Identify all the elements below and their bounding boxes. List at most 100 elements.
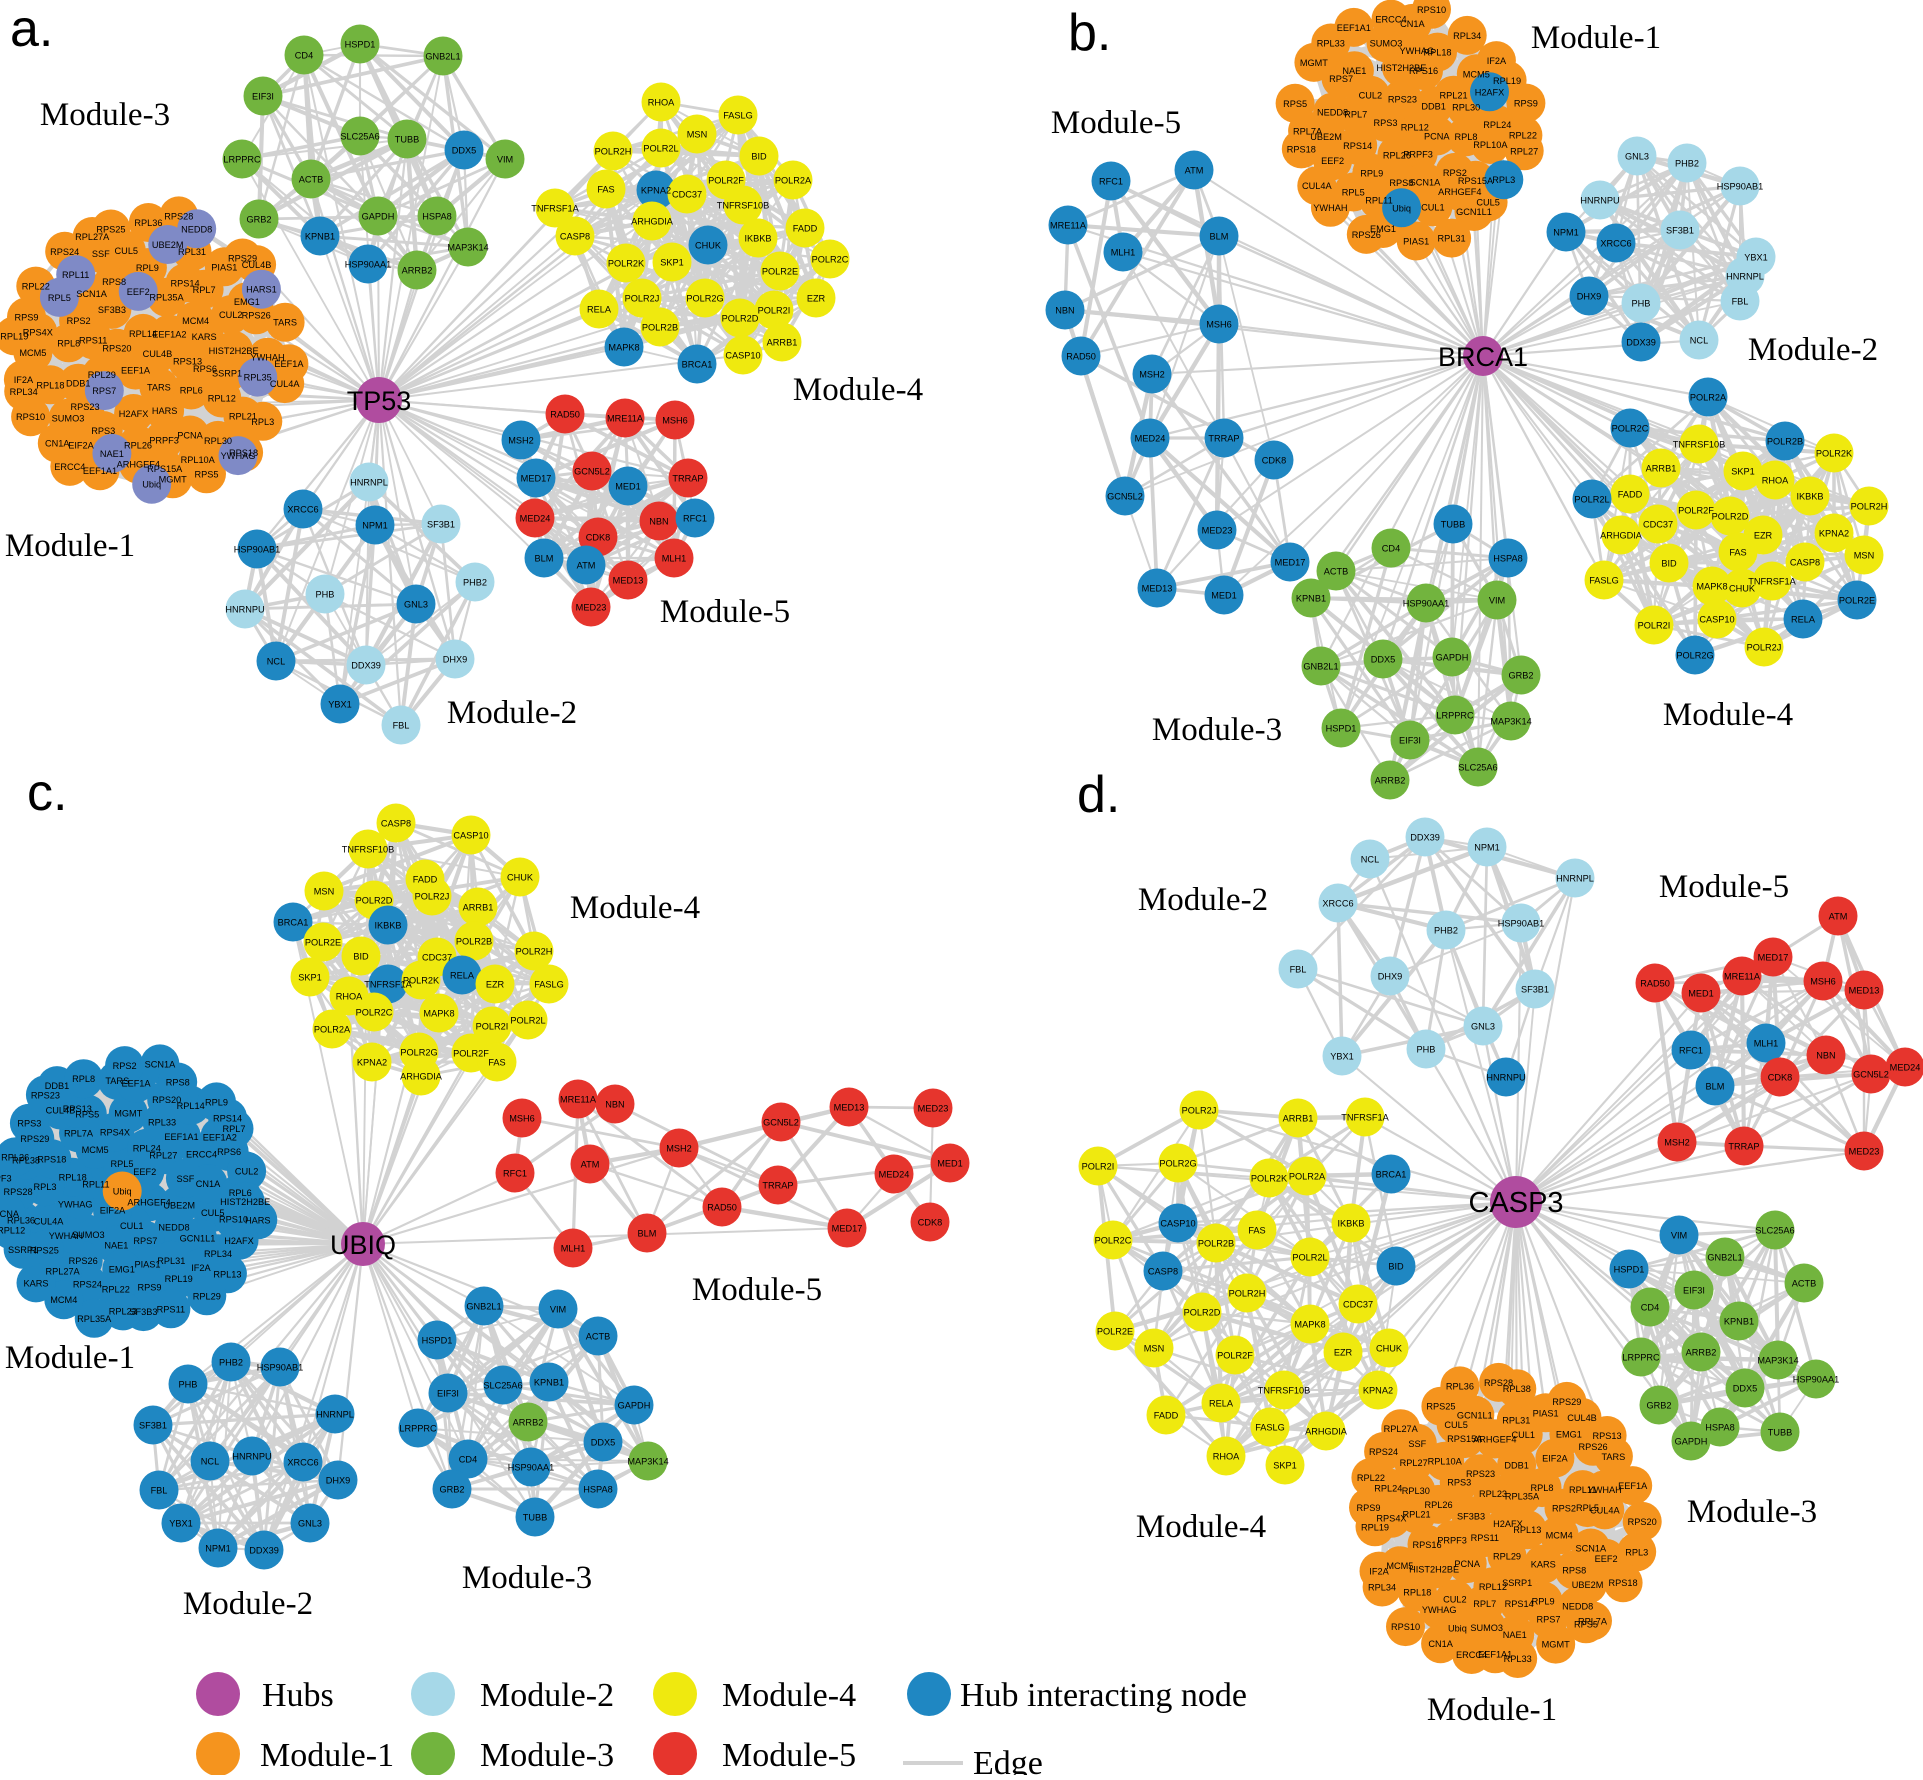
- svg-text:ARHGDIA: ARHGDIA: [631, 217, 674, 227]
- svg-text:RPS10: RPS10: [16, 412, 45, 422]
- svg-text:FBL: FBL: [393, 721, 410, 731]
- svg-text:SF3B1: SF3B1: [427, 520, 455, 530]
- svg-text:NCL: NCL: [1690, 336, 1708, 346]
- svg-text:MSH6: MSH6: [1206, 320, 1232, 330]
- svg-text:EZR: EZR: [807, 294, 826, 304]
- svg-text:RPL7: RPL7: [193, 285, 216, 295]
- svg-text:EEF1A: EEF1A: [274, 359, 304, 369]
- svg-text:PHB2: PHB2: [1675, 159, 1699, 169]
- svg-text:MED23: MED23: [576, 603, 607, 613]
- svg-text:HSPD1: HSPD1: [345, 40, 376, 50]
- svg-text:RPS9: RPS9: [1514, 99, 1538, 109]
- svg-text:MRE11A: MRE11A: [1050, 221, 1087, 231]
- svg-text:DHX9: DHX9: [1577, 292, 1602, 302]
- svg-text:RPS25: RPS25: [96, 225, 125, 235]
- svg-text:POLR2F: POLR2F: [708, 176, 744, 186]
- svg-text:DDX5: DDX5: [1371, 655, 1396, 665]
- svg-text:NEDD8: NEDD8: [181, 224, 212, 234]
- svg-text:XRCC6: XRCC6: [1600, 239, 1631, 249]
- svg-text:EEF1A1: EEF1A1: [1337, 23, 1371, 33]
- svg-text:GAPDH: GAPDH: [362, 212, 395, 222]
- svg-text:RPL30: RPL30: [204, 436, 232, 446]
- svg-text:IKBKB: IKBKB: [744, 234, 771, 244]
- svg-text:DDX39: DDX39: [1626, 338, 1656, 348]
- svg-text:FADD: FADD: [413, 875, 438, 885]
- svg-text:YWHAG: YWHAG: [221, 451, 256, 461]
- svg-text:IF2A: IF2A: [1487, 56, 1507, 66]
- svg-text:RPS7: RPS7: [92, 386, 116, 396]
- svg-text:FASLG: FASLG: [723, 111, 753, 121]
- svg-text:SSF: SSF: [92, 249, 110, 259]
- svg-text:MGMT: MGMT: [159, 474, 187, 484]
- svg-text:BLM: BLM: [535, 554, 554, 564]
- svg-text:POLR2K: POLR2K: [608, 259, 645, 269]
- svg-text:MSH6: MSH6: [662, 416, 688, 426]
- svg-text:NBN: NBN: [1055, 306, 1074, 316]
- svg-text:EMG1: EMG1: [234, 297, 260, 307]
- svg-text:EEF1A: EEF1A: [121, 366, 151, 376]
- svg-text:MAP3K14: MAP3K14: [1490, 717, 1531, 727]
- svg-text:POLR2D: POLR2D: [722, 314, 759, 324]
- svg-text:FAS: FAS: [1729, 548, 1746, 558]
- svg-text:RPL19: RPL19: [1493, 76, 1521, 86]
- svg-text:RPL27: RPL27: [1510, 146, 1538, 156]
- svg-text:CASP8: CASP8: [381, 819, 411, 829]
- svg-text:HNRNPL: HNRNPL: [1726, 272, 1764, 282]
- svg-text:MGMT: MGMT: [1300, 58, 1328, 68]
- svg-text:PCNA: PCNA: [177, 431, 203, 441]
- svg-text:CUL2: CUL2: [219, 310, 243, 320]
- svg-text:POLR2A: POLR2A: [1690, 393, 1727, 403]
- svg-text:EEF1A2: EEF1A2: [152, 330, 186, 340]
- svg-text:RPS10: RPS10: [1417, 5, 1446, 15]
- svg-text:DDX5: DDX5: [452, 146, 477, 156]
- svg-text:ATM: ATM: [577, 561, 596, 571]
- svg-text:CN1A: CN1A: [1400, 19, 1425, 29]
- svg-text:SSRP1: SSRP1: [212, 368, 242, 378]
- svg-text:RPL34: RPL34: [1453, 31, 1481, 41]
- svg-text:RPS16: RPS16: [1409, 66, 1438, 76]
- svg-text:RPL34: RPL34: [10, 387, 38, 397]
- svg-text:RPL35: RPL35: [244, 373, 272, 383]
- svg-text:NPM1: NPM1: [362, 521, 388, 531]
- svg-text:RPS8: RPS8: [1389, 178, 1413, 188]
- svg-text:POLR2I: POLR2I: [1638, 621, 1671, 631]
- svg-text:RHOA: RHOA: [648, 98, 675, 108]
- svg-text:RPS3: RPS3: [1373, 118, 1397, 128]
- svg-text:RPL31: RPL31: [1438, 234, 1466, 244]
- svg-text:POLR2I: POLR2I: [758, 306, 791, 316]
- svg-text:BRCA1: BRCA1: [682, 360, 713, 370]
- svg-text:RPL36: RPL36: [134, 218, 162, 228]
- svg-text:MED23: MED23: [1202, 526, 1233, 536]
- svg-text:MSN: MSN: [1854, 551, 1874, 561]
- svg-text:MCM5: MCM5: [19, 348, 46, 358]
- svg-text:LRPPRC: LRPPRC: [223, 155, 261, 165]
- svg-text:PHB: PHB: [1632, 299, 1651, 309]
- svg-text:MSN: MSN: [687, 130, 707, 140]
- svg-text:HNRNPU: HNRNPU: [225, 605, 264, 615]
- svg-text:RPS24: RPS24: [50, 247, 79, 257]
- svg-text:MSH2: MSH2: [508, 436, 534, 446]
- svg-text:BID: BID: [751, 152, 767, 162]
- svg-text:RPL8: RPL8: [57, 338, 80, 348]
- svg-text:RPS23: RPS23: [71, 402, 100, 412]
- svg-text:LRPPRC: LRPPRC: [1436, 711, 1474, 721]
- svg-text:ERCC4: ERCC4: [54, 462, 85, 472]
- svg-text:RPL10A: RPL10A: [1473, 140, 1508, 150]
- svg-text:RAD50: RAD50: [550, 410, 580, 420]
- svg-text:MED17: MED17: [521, 474, 552, 484]
- svg-text:H2AFX: H2AFX: [1475, 87, 1505, 97]
- svg-text:FAS: FAS: [597, 185, 614, 195]
- svg-text:POLR2L: POLR2L: [1574, 495, 1609, 505]
- svg-text:CHUK: CHUK: [507, 873, 534, 883]
- svg-text:MED13: MED13: [1142, 584, 1173, 594]
- svg-text:SF3B1: SF3B1: [1666, 226, 1694, 236]
- svg-text:MED13: MED13: [613, 576, 644, 586]
- svg-text:SLC25A6: SLC25A6: [340, 132, 379, 142]
- svg-text:NEDD8: NEDD8: [1317, 108, 1348, 118]
- svg-text:ARRB2: ARRB2: [1375, 776, 1406, 786]
- svg-text:MED1: MED1: [615, 482, 641, 492]
- svg-text:NAE1: NAE1: [100, 449, 124, 459]
- svg-text:SKP1: SKP1: [1731, 467, 1755, 477]
- svg-text:POLR2C: POLR2C: [812, 255, 849, 265]
- svg-text:RPL9: RPL9: [1360, 169, 1383, 179]
